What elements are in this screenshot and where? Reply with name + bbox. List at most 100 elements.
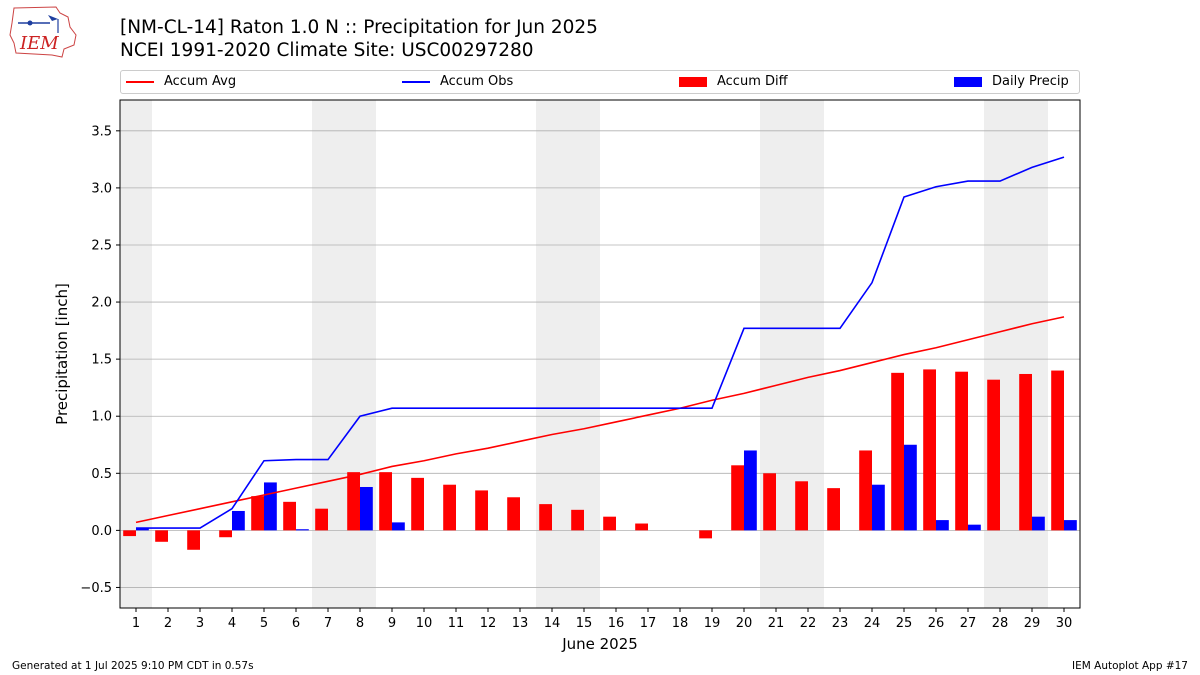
x-tick-label: 12 bbox=[480, 616, 497, 631]
iem-logo: IEM bbox=[9, 6, 77, 58]
weekend-band-day-15 bbox=[568, 100, 600, 608]
x-tick-label: 3 bbox=[196, 616, 204, 631]
weekend-band-day-29 bbox=[1016, 100, 1048, 608]
accum-diff-bar-day-25 bbox=[891, 372, 904, 531]
daily-precip-bar-day-1 bbox=[136, 528, 149, 531]
y-tick-label: 1.5 bbox=[91, 353, 112, 368]
x-tick-label: 18 bbox=[672, 616, 689, 631]
plot-frame bbox=[119, 99, 1081, 609]
daily-precip-bar-day-30 bbox=[1064, 520, 1077, 531]
accum-diff-bar-day-6 bbox=[283, 501, 296, 531]
weekend-band-day-14 bbox=[536, 100, 568, 608]
x-tick-label: 15 bbox=[576, 616, 593, 631]
x-tick-label: 19 bbox=[704, 616, 721, 631]
x-tick-label: 6 bbox=[292, 616, 300, 631]
weekend-band-day-21 bbox=[760, 100, 792, 608]
x-tick-label: 9 bbox=[388, 616, 396, 631]
legend-swatch-daily-precip bbox=[954, 76, 982, 87]
accum-diff-bar-day-12 bbox=[475, 490, 488, 531]
x-tick-label: 16 bbox=[608, 616, 625, 631]
x-tick-label: 11 bbox=[448, 616, 465, 631]
daily-precip-bar-day-25 bbox=[904, 444, 917, 531]
x-tick-label: 25 bbox=[896, 616, 913, 631]
y-tick-label: 3.5 bbox=[91, 124, 112, 139]
legend-swatch-accum-diff bbox=[679, 76, 707, 87]
accum-diff-bar-day-27 bbox=[955, 371, 968, 531]
chart-subtitle: NCEI 1991-2020 Climate Site: USC00297280 bbox=[120, 40, 534, 61]
y-tick-label: 2.0 bbox=[91, 296, 112, 311]
accum-diff-bar-day-16 bbox=[603, 516, 616, 531]
accum-diff-bar-day-1 bbox=[123, 530, 136, 537]
x-tick-label: 22 bbox=[800, 616, 817, 631]
daily-precip-bar-day-20 bbox=[744, 450, 757, 531]
accum-diff-bar-day-19 bbox=[699, 530, 712, 539]
accum-diff-bar-day-3 bbox=[187, 530, 200, 550]
accum-diff-bar-day-4 bbox=[219, 530, 232, 538]
x-tick-label: 17 bbox=[640, 616, 657, 631]
accum-diff-bar-day-30 bbox=[1051, 370, 1064, 531]
x-tick-label: 14 bbox=[544, 616, 561, 631]
legend: Accum Avg Accum Obs Accum Diff Daily Pre… bbox=[120, 70, 1080, 94]
accum-diff-bar-day-5 bbox=[251, 496, 264, 531]
state-outline bbox=[9, 6, 77, 58]
x-tick-label: 8 bbox=[356, 616, 364, 631]
x-tick-label: 10 bbox=[416, 616, 433, 631]
daily-precip-bar-day-4 bbox=[232, 510, 245, 531]
daily-precip-bar-day-26 bbox=[936, 520, 949, 531]
y-tick-label: −0.5 bbox=[80, 581, 112, 596]
accum-diff-bar-day-20 bbox=[731, 465, 744, 531]
bars bbox=[123, 369, 1077, 550]
accum-diff-bar-day-2 bbox=[155, 530, 168, 542]
accum-obs-line bbox=[136, 156, 1065, 529]
weekend-band-day-8 bbox=[344, 100, 376, 608]
legend-item-daily-precip: Daily Precip bbox=[954, 74, 1069, 89]
x-tick-label: 27 bbox=[960, 616, 977, 631]
x-tick-label: 26 bbox=[928, 616, 945, 631]
y-tick-label: 0.0 bbox=[91, 524, 112, 539]
daily-precip-bar-day-24 bbox=[872, 484, 885, 531]
x-tick-label: 5 bbox=[260, 616, 268, 631]
legend-item-accum-avg: Accum Avg bbox=[126, 74, 236, 89]
x-tick-label: 20 bbox=[736, 616, 753, 631]
daily-precip-bar-day-29 bbox=[1032, 516, 1045, 531]
x-tick-label: 1 bbox=[132, 616, 140, 631]
x-tick-label: 24 bbox=[864, 616, 881, 631]
daily-precip-bar-day-8 bbox=[360, 486, 373, 531]
y-axis-label: Precipitation [inch] bbox=[53, 283, 71, 425]
x-tick-label: 4 bbox=[228, 616, 236, 631]
legend-swatch-accum-avg bbox=[126, 80, 154, 83]
accum-diff-bar-day-13 bbox=[507, 497, 520, 531]
logo-text: IEM bbox=[19, 33, 59, 54]
legend-swatch-accum-obs bbox=[402, 80, 430, 83]
footer-generated: Generated at 1 Jul 2025 9:10 PM CDT in 0… bbox=[12, 660, 254, 672]
accum-diff-bar-day-17 bbox=[635, 523, 648, 531]
legend-label-accum-obs: Accum Obs bbox=[440, 74, 514, 89]
accum-diff-bar-day-23 bbox=[827, 488, 840, 531]
footer-app: IEM Autoplot App #17 bbox=[1072, 660, 1188, 672]
accum-diff-bar-day-14 bbox=[539, 504, 552, 531]
accum-diff-bar-day-24 bbox=[859, 450, 872, 531]
y-tick-label: 2.5 bbox=[91, 238, 112, 253]
accum-diff-bar-day-28 bbox=[987, 379, 1000, 531]
weekend-band-day-7 bbox=[312, 100, 344, 608]
chart-title: [NM-CL-14] Raton 1.0 N :: Precipitation … bbox=[120, 17, 598, 38]
x-tick-label: 7 bbox=[324, 616, 332, 631]
legend-label-daily-precip: Daily Precip bbox=[992, 74, 1069, 89]
accum-diff-bar-day-15 bbox=[571, 509, 584, 531]
legend-label-accum-diff: Accum Diff bbox=[717, 74, 788, 89]
legend-item-accum-obs: Accum Obs bbox=[402, 74, 513, 89]
weekend-band-day-1 bbox=[120, 100, 152, 608]
accum-avg-line bbox=[135, 316, 1065, 524]
x-tick-label: 28 bbox=[992, 616, 1009, 631]
grid-lines bbox=[120, 130, 1080, 588]
x-tick-label: 2 bbox=[164, 616, 172, 631]
x-tick-label: 30 bbox=[1056, 616, 1073, 631]
y-tick-label: 3.0 bbox=[91, 181, 112, 196]
legend-label-accum-avg: Accum Avg bbox=[164, 74, 237, 89]
accum-diff-bar-day-9 bbox=[379, 472, 392, 531]
daily-precip-bar-day-6 bbox=[296, 529, 309, 531]
x-tick-label: 13 bbox=[512, 616, 529, 631]
accum-lines bbox=[135, 156, 1065, 529]
daily-precip-bar-day-9 bbox=[392, 522, 405, 531]
daily-precip-bar-day-5 bbox=[264, 482, 277, 531]
